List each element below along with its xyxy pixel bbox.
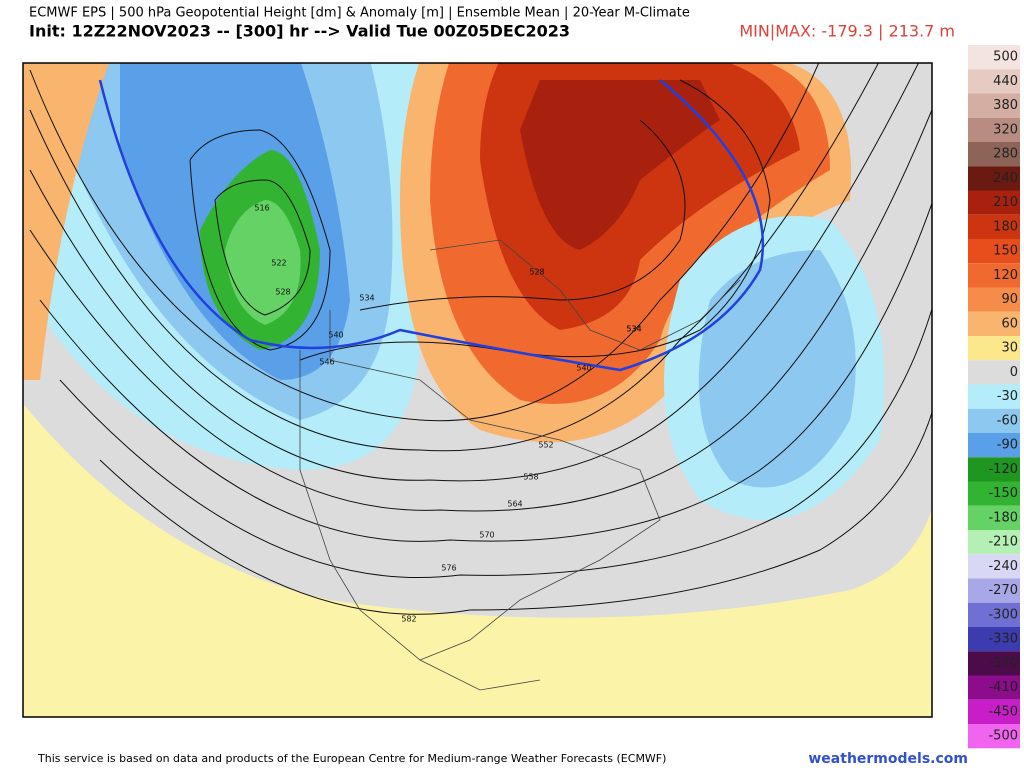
colorbar-label: 150 — [993, 244, 1018, 259]
colorbar-label: -180 — [988, 510, 1018, 525]
contour-labels: 5165225285345405465285345405345525585645… — [254, 204, 641, 624]
contour-label: 540 — [576, 364, 591, 373]
colorbar-label: -410 — [988, 680, 1018, 695]
colorbar-swatch — [968, 239, 1020, 264]
colorbar-swatch — [968, 505, 1020, 530]
colorbar-swatch — [968, 699, 1020, 724]
colorbar-swatch — [968, 360, 1020, 385]
map — [22, 62, 933, 718]
colorbar-label: -210 — [988, 535, 1018, 550]
colorbar-swatch — [968, 675, 1020, 700]
contour-label: 528 — [529, 268, 544, 277]
colorbar: 500 440 380 320 280 240 210 180 150 120 90 60 30 0 -30… — [968, 45, 1020, 749]
colorbar-swatch — [968, 166, 1020, 191]
colorbar-label: 380 — [993, 98, 1018, 113]
colorbar-label: -30 — [997, 389, 1018, 404]
contour-label: 552 — [538, 441, 553, 450]
colorbar-swatch — [968, 142, 1020, 167]
site-link[interactable]: weathermodels.com — [808, 751, 968, 767]
colorbar-swatch — [968, 336, 1020, 361]
colorbar-label: 500 — [993, 50, 1018, 65]
colorbar-label: -300 — [988, 607, 1018, 622]
colorbar-label: -500 — [988, 729, 1018, 744]
colorbar-swatch — [968, 311, 1020, 336]
contour-label: 522 — [271, 259, 286, 268]
colorbar-label: 280 — [993, 147, 1018, 162]
min-max: MIN|MAX: -179.3 | 213.7 m — [739, 22, 955, 41]
contour-label: 546 — [319, 358, 334, 367]
contour-label: 570 — [479, 531, 494, 540]
colorbar-swatch — [968, 93, 1020, 118]
colorbar-swatch — [968, 651, 1020, 676]
contour-label: 540 — [328, 331, 343, 340]
colorbar-label: -450 — [988, 704, 1018, 719]
contour-label: 558 — [523, 473, 538, 482]
colorbar-swatch — [968, 481, 1020, 506]
init-time: Init: 12Z22NOV2023 -- [300] hr --> Valid… — [29, 22, 570, 41]
title: ECMWF EPS | 500 hPa Geopotential Height … — [29, 6, 690, 21]
colorbar-label: 240 — [993, 171, 1018, 186]
colorbar-swatch — [968, 602, 1020, 627]
contour-label: 534 — [626, 325, 641, 334]
colorbar-swatch — [968, 214, 1020, 239]
colorbar-label: -120 — [988, 462, 1018, 477]
colorbar-swatch — [968, 530, 1020, 555]
colorbar-label: 180 — [993, 219, 1018, 234]
contour-label: 582 — [401, 615, 416, 624]
colorbar-label: 320 — [993, 122, 1018, 137]
colorbar-label: -150 — [988, 486, 1018, 501]
contour-label: 576 — [441, 564, 456, 573]
colorbar-label: -90 — [997, 438, 1018, 453]
colorbar-label: -370 — [988, 656, 1018, 671]
colorbar-label: -330 — [988, 632, 1018, 647]
colorbar-label: -60 — [997, 413, 1018, 428]
colorbar-label: 0 — [1010, 365, 1018, 380]
colorbar-swatch — [968, 627, 1020, 652]
colorbar-swatch — [968, 287, 1020, 312]
colorbar-label: 30 — [1001, 341, 1018, 356]
colorbar-swatch — [968, 408, 1020, 433]
colorbar-label: 440 — [993, 74, 1018, 89]
colorbar-label: -270 — [988, 583, 1018, 598]
colorbar-swatch — [968, 117, 1020, 142]
colorbar-swatch — [968, 190, 1020, 215]
colorbar-swatch — [968, 45, 1020, 70]
colorbar-swatch — [968, 724, 1020, 749]
colorbar-swatch — [968, 433, 1020, 458]
contour-label: 564 — [507, 500, 522, 509]
colorbar-swatch — [968, 457, 1020, 482]
colorbar-swatch — [968, 578, 1020, 603]
colorbar-label: 210 — [993, 195, 1018, 210]
colorbar-swatch — [968, 69, 1020, 94]
colorbar-swatch — [968, 554, 1020, 579]
colorbar-label: 120 — [993, 268, 1018, 283]
colorbar-swatch — [968, 384, 1020, 409]
contour-label: 516 — [254, 204, 269, 213]
footer-notice: This service is based on data and produc… — [37, 752, 666, 765]
colorbar-label: 60 — [1001, 316, 1018, 331]
contour-label: 528 — [275, 288, 290, 297]
colorbar-label: -240 — [988, 559, 1018, 574]
colorbar-label: 90 — [1001, 292, 1018, 307]
colorbar-swatch — [968, 263, 1020, 288]
contour-label: 534 — [626, 325, 641, 334]
contour-label: 534 — [359, 294, 374, 303]
